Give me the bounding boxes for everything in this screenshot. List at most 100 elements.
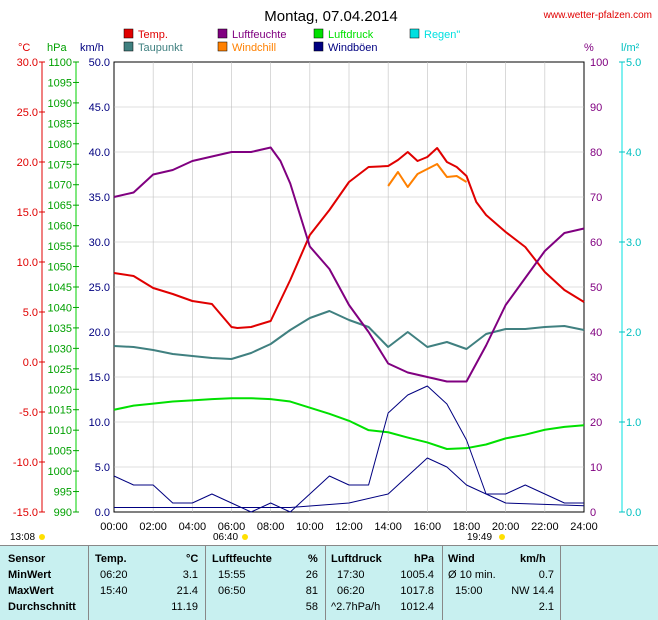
pressure-axis-tick: 1080 — [48, 139, 72, 151]
pressure-axis-tick: 1065 — [48, 200, 72, 212]
temp-axis-unit: °C — [18, 42, 30, 54]
table-divider — [442, 546, 443, 620]
x-tick-label: 20:00 — [492, 521, 520, 533]
x-tick-label: 00:00 — [100, 521, 128, 533]
series-windchill-line — [387, 163, 468, 188]
header-humidity: Luftfeuchte — [212, 553, 272, 565]
avg-wind-value: 2.1 — [538, 601, 554, 613]
pressure-axis-tick: 990 — [54, 507, 72, 519]
site-link[interactable]: www.wetter-pfalzen.com — [543, 10, 652, 21]
max-humidity-value: 81 — [305, 585, 318, 597]
pressure-axis-tick: 1005 — [48, 446, 72, 458]
series-wind-line — [114, 457, 585, 508]
legend-swatch — [123, 41, 134, 52]
header-sensor: Sensor — [8, 553, 46, 565]
chart-legend: Temp. Luftfeuchte Luftdruck Regen" Taupunkt W… — [123, 28, 460, 54]
temp-axis-tick: 20.0 — [17, 157, 38, 169]
max-pressure-time: 06:20 — [337, 585, 365, 597]
wind-axis-tick: 50.0 — [89, 57, 110, 69]
temp-axis-tick: 30.0 — [17, 57, 38, 69]
x-tick-label: 10:00 — [296, 521, 324, 533]
pressure-axis-tick: 1060 — [48, 221, 72, 233]
wind-axis-tick: 35.0 — [89, 192, 110, 204]
pressure-axis-tick: 1010 — [48, 425, 72, 437]
temp-axis-tick: -15.0 — [13, 507, 38, 519]
wind-axis-tick: 25.0 — [89, 282, 110, 294]
min-pressure-time: 17:30 — [337, 569, 365, 581]
pressure-axis-tick: 1055 — [48, 241, 72, 253]
pressure-axis-tick: 1100 — [48, 57, 72, 69]
temp-axis-tick: 0.0 — [23, 357, 38, 369]
x-tick-label: 18:00 — [453, 521, 481, 533]
max-wind-value: NW 14.4 — [511, 585, 554, 597]
row-label-max: MaxWert — [8, 585, 54, 597]
avg-temp-value: 11.19 — [171, 601, 198, 613]
x-tick-label: 08:00 — [257, 521, 285, 533]
temp-axis-tick: 15.0 — [17, 207, 38, 219]
pressure-axis-tick: 1045 — [48, 282, 72, 294]
pressure-axis-tick: 1015 — [48, 405, 72, 417]
avg-pressure-value: 1012.4 — [400, 601, 434, 613]
legend-swatch — [313, 28, 324, 39]
wind-axis-unit: km/h — [80, 42, 104, 54]
legend-label: Regen" — [424, 29, 460, 41]
legend-swatch — [217, 28, 228, 39]
sunset-icon — [499, 534, 505, 540]
max-temp-time: 15:40 — [100, 585, 128, 597]
pressure-axis-tick: 995 — [54, 487, 72, 499]
grid-lines — [114, 62, 584, 512]
sunrise-time: 06:40 — [213, 532, 238, 543]
humidity-axis-tick: 70 — [590, 192, 602, 204]
x-tick-label: 02:00 — [139, 521, 167, 533]
max-temp-value: 21.4 — [176, 585, 198, 597]
series-temp-line — [113, 147, 585, 329]
min-humidity-time: 15:55 — [218, 569, 246, 581]
wind-avg-value: 0.7 — [538, 569, 554, 581]
sunset-time: 19:49 — [467, 532, 492, 543]
x-tick-label: 12:00 — [335, 521, 363, 533]
max-wind-time: 15:00 — [455, 585, 483, 597]
series-luftfeuchte-line — [113, 146, 585, 383]
wind-axis-tick: 40.0 — [89, 147, 110, 159]
temp-axis-tick: 10.0 — [17, 257, 38, 269]
row-label-avg: Durchschnitt — [8, 601, 76, 613]
x-tick-label: 04:00 — [179, 521, 207, 533]
x-tick-label: 16:00 — [414, 521, 442, 533]
temp-axis-tick: 5.0 — [23, 307, 38, 319]
humidity-axis-tick: 0 — [590, 507, 596, 519]
pressure-axis-tick: 1020 — [48, 384, 72, 396]
humidity-axis-tick: 30 — [590, 372, 602, 384]
wind-axis-tick: 0.0 — [95, 507, 110, 519]
series-luftdruck-line — [113, 397, 585, 450]
moon-icon — [39, 534, 45, 540]
stats-table: Sensor Temp. °C Luftfeuchte % Luftdruck … — [0, 545, 658, 620]
rain-axis-tick: 1.0 — [626, 417, 641, 429]
header-pressure: Luftdruck — [331, 553, 382, 565]
humidity-axis-tick: 100 — [590, 57, 608, 69]
header-wind: Wind — [448, 553, 475, 565]
temp-axis-tick: -5.0 — [19, 407, 38, 419]
pressure-axis-tick: 1050 — [48, 262, 72, 274]
series-taupunkt-line — [113, 310, 585, 360]
table-divider — [325, 546, 326, 620]
legend-swatch — [409, 28, 420, 39]
humidity-axis-tick: 20 — [590, 417, 602, 429]
table-divider — [88, 546, 89, 620]
pressure-axis-tick: 1085 — [48, 118, 72, 130]
pressure-axis-tick: 1025 — [48, 364, 72, 376]
rain-axis-tick: 4.0 — [626, 147, 641, 159]
wind-avg-label: Ø 10 min. — [448, 569, 496, 581]
legend-label: Windchill — [232, 42, 276, 54]
pressure-trend: ^2.7hPa/h — [331, 601, 381, 613]
min-temp-time: 06:20 — [100, 569, 128, 581]
legend-label: Luftdruck — [328, 29, 374, 41]
pressure-axis-tick: 1075 — [48, 159, 72, 171]
wind-axis-tick: 5.0 — [95, 462, 110, 474]
header-temp: Temp. — [95, 553, 127, 565]
moonrise-time: 13:08 — [10, 532, 35, 543]
wind-axis-tick: 20.0 — [89, 327, 110, 339]
pressure-axis-tick: 1040 — [48, 302, 72, 314]
avg-humidity-value: 58 — [305, 601, 318, 613]
x-tick-label: 22:00 — [531, 521, 559, 533]
